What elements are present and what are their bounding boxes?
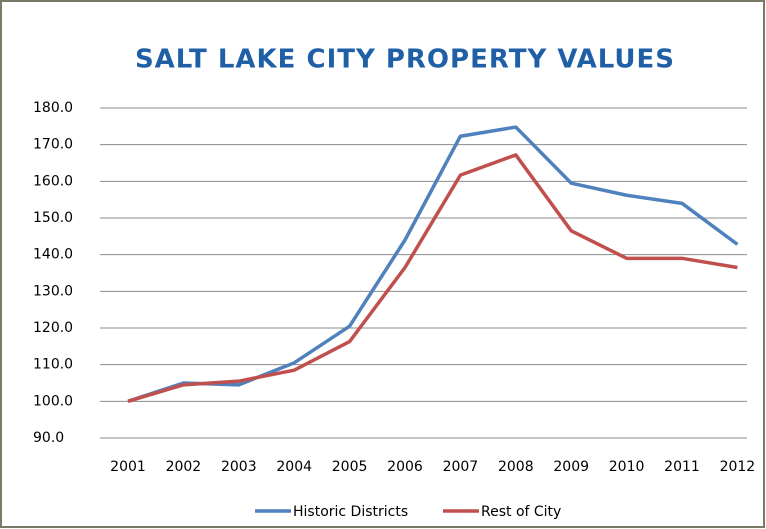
series-line: [127, 153, 738, 404]
x-tick-label: 2003: [221, 459, 257, 475]
x-tick-label: 2002: [166, 459, 202, 475]
legend-label: Historic Districts: [293, 504, 408, 520]
x-tick-label: 2009: [553, 459, 589, 475]
x-tick-label: 2010: [609, 459, 645, 475]
x-tick-label: 2007: [443, 459, 479, 475]
y-tick-label: 160.0: [33, 173, 73, 189]
x-tick-label: 2006: [387, 459, 423, 475]
legend-label: Rest of City: [481, 504, 561, 520]
y-tick-label: 150.0: [33, 210, 73, 226]
y-tick-label: 90.0: [33, 430, 64, 446]
x-tick-label: 2011: [664, 459, 700, 475]
x-tick-label: 2004: [276, 459, 312, 475]
y-tick-label: 140.0: [33, 247, 73, 263]
y-tick-label: 120.0: [33, 320, 73, 336]
y-tick-label: 130.0: [33, 283, 73, 299]
y-tick-label: 100.0: [33, 393, 73, 409]
series-line: [127, 125, 739, 403]
chart-title: SALT LAKE CITY PROPERTY VALUES: [135, 45, 675, 75]
x-tick-label: 2008: [498, 459, 534, 475]
x-tick-label: 2012: [720, 459, 756, 475]
y-tick-label: 110.0: [33, 357, 73, 373]
y-tick-label: 170.0: [33, 137, 73, 153]
y-tick-label: 180.0: [33, 100, 73, 116]
x-tick-label: 2001: [110, 459, 146, 475]
x-tick-label: 2005: [332, 459, 368, 475]
